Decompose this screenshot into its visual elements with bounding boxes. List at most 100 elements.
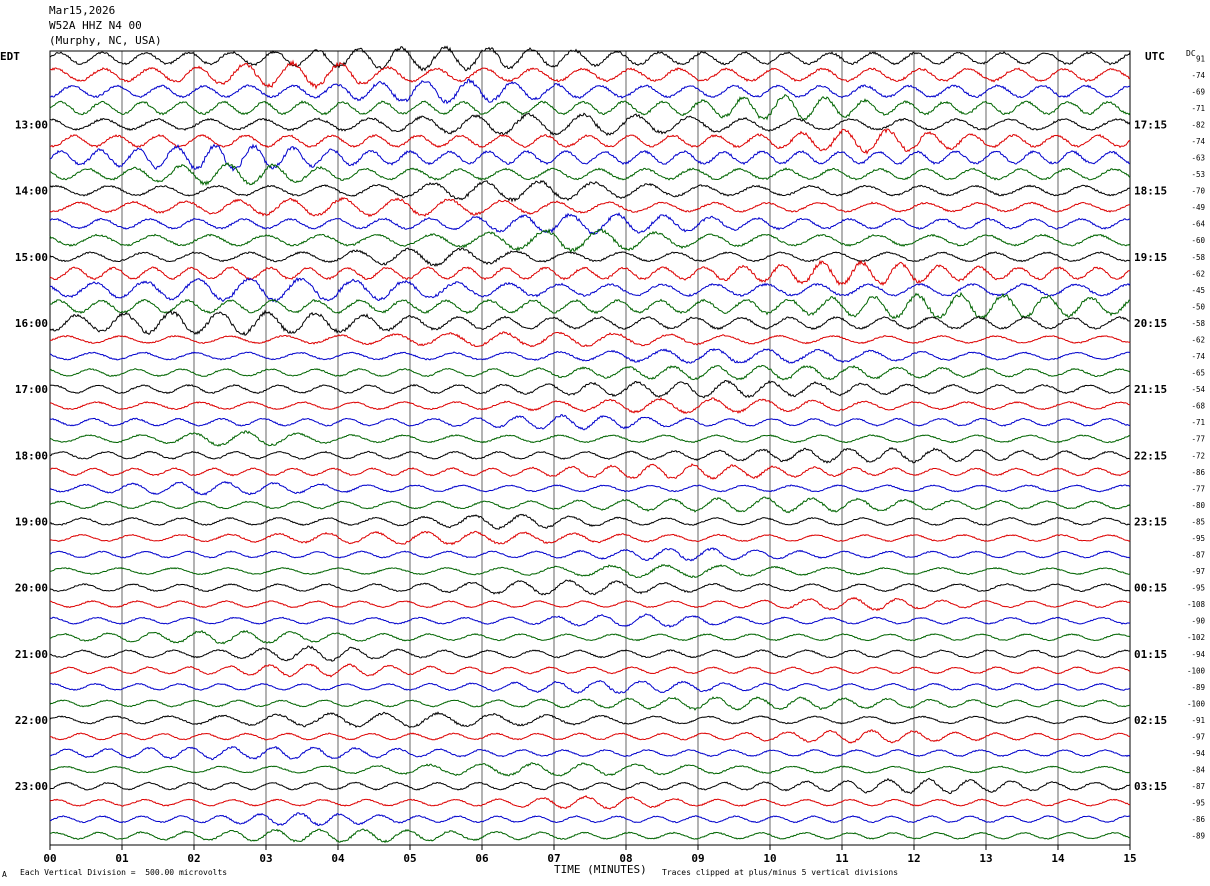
- right-hour-label: 01:15: [1134, 648, 1167, 661]
- plot-frame: [49, 50, 1131, 846]
- dc-offset-label: -82: [1191, 120, 1205, 129]
- dc-offset-label: -108: [1187, 600, 1206, 609]
- trace-row-21: [49, 380, 1131, 399]
- dc-offset-label: -54: [1191, 385, 1205, 394]
- trace-row-12: [49, 228, 1131, 253]
- dc-offset-label: -77: [1191, 484, 1205, 493]
- left-hour-label: 17:00: [15, 383, 48, 396]
- trace-row-16: [49, 291, 1131, 321]
- left-hour-label: 22:00: [15, 714, 48, 727]
- x-tick-label: 14: [1051, 852, 1065, 865]
- x-tick-label: 15: [1123, 852, 1136, 865]
- trace-row-39: [49, 680, 1131, 695]
- trace-row-43: [49, 745, 1131, 761]
- dc-offset-label: -72: [1191, 451, 1205, 460]
- dc-offset-label: -58: [1191, 253, 1205, 262]
- trace-row-36: [49, 629, 1131, 645]
- trace-row-48: [49, 828, 1131, 844]
- trace-group: [49, 45, 1131, 844]
- label-group: 00 01 02 03 04 05 06 07 08 09 10 11 12 13 14 15 91 -74 -69…: [15, 54, 1206, 865]
- trace-row-26: [49, 463, 1131, 480]
- trace-row-10: [49, 196, 1131, 218]
- x-tick-label: 10: [763, 852, 776, 865]
- dc-offset-label: -86: [1191, 468, 1205, 477]
- x-tick-label: 01: [115, 852, 129, 865]
- scale-note: Each Vertical Division = 500.00 microvol…: [20, 868, 228, 877]
- dc-offset-label: -63: [1191, 154, 1205, 163]
- dc-label: DC: [1186, 49, 1196, 58]
- left-hour-label: 15:00: [15, 251, 48, 264]
- left-hour-label: 18:00: [15, 449, 48, 462]
- right-hour-label: 22:15: [1134, 449, 1167, 462]
- dc-offset-label: -74: [1191, 352, 1205, 361]
- dc-offset-label: -53: [1191, 170, 1205, 179]
- trace-row-3: [49, 78, 1131, 105]
- x-tick-label: 00: [43, 852, 56, 865]
- trace-row-2: [49, 59, 1131, 90]
- trace-row-24: [49, 430, 1131, 447]
- dc-offset-label: -77: [1191, 435, 1205, 444]
- dc-offset-label: -87: [1191, 782, 1205, 791]
- trace-row-22: [49, 396, 1131, 415]
- clip-note: Traces clipped at plus/minus 5 vertical …: [662, 868, 899, 877]
- x-tick-label: 08: [619, 852, 632, 865]
- trace-row-9: [49, 179, 1131, 203]
- trace-row-33: [49, 579, 1131, 596]
- x-axis-title: TIME (MINUTES): [554, 863, 647, 876]
- trace-row-25: [49, 446, 1131, 464]
- trace-row-18: [49, 331, 1131, 348]
- x-tick-label: 04: [331, 852, 345, 865]
- dc-offset-label: -95: [1191, 799, 1205, 808]
- dc-offset-label: -71: [1191, 104, 1205, 113]
- dc-offset-label: -94: [1191, 650, 1205, 659]
- right-hour-label: 17:15: [1134, 118, 1167, 131]
- dc-offset-label: -100: [1187, 699, 1206, 708]
- dc-offset-label: -91: [1191, 716, 1205, 725]
- dc-offset-label: -58: [1191, 319, 1205, 328]
- trace-row-34: [50, 596, 1131, 612]
- dc-offset-label: -100: [1187, 666, 1206, 675]
- trace-row-23: [49, 414, 1131, 431]
- trace-row-45: [49, 777, 1131, 795]
- dc-offset-label: -71: [1191, 418, 1205, 427]
- right-hour-label: 19:15: [1134, 251, 1167, 264]
- left-hour-label: 19:00: [15, 515, 48, 528]
- plot-grid: [49, 50, 1131, 850]
- header-station: W52A HHZ N4 00: [49, 19, 142, 32]
- dc-offset-label: -94: [1191, 749, 1205, 758]
- left-hour-label: 23:00: [15, 780, 48, 793]
- left-hour-label: 14:00: [15, 185, 48, 198]
- header-date: Mar15,2026: [49, 4, 116, 17]
- right-hour-label: 00:15: [1134, 582, 1167, 595]
- trace-row-8: [49, 162, 1131, 187]
- trace-row-38: [49, 663, 1131, 678]
- trace-row-5: [49, 112, 1131, 137]
- dc-offset-label: -87: [1191, 551, 1205, 560]
- dc-offset-label: -102: [1187, 633, 1205, 642]
- trace-row-41: [49, 711, 1131, 728]
- trace-row-7: [49, 143, 1130, 172]
- left-hour-label: 21:00: [15, 648, 48, 661]
- x-tick-label: 03: [259, 852, 272, 865]
- trace-row-42: [49, 729, 1131, 744]
- right-hour-label: 21:15: [1134, 383, 1167, 396]
- left-hour-label: 20:00: [15, 582, 48, 595]
- dc-offset-label: -68: [1191, 402, 1205, 411]
- trace-row-14: [49, 259, 1131, 287]
- right-hour-label: 18:15: [1134, 185, 1167, 198]
- dc-offset-label: -95: [1191, 584, 1205, 593]
- dc-offset-label: -69: [1191, 87, 1205, 96]
- trace-row-32: [49, 563, 1131, 579]
- trace-row-11: [49, 212, 1131, 235]
- dc-offset-label: -64: [1191, 220, 1205, 229]
- x-tick-label: 09: [691, 852, 704, 865]
- header-location: (Murphy, NC, USA): [49, 34, 162, 47]
- x-tick-label: 02: [187, 852, 200, 865]
- trace-row-17: [49, 309, 1131, 336]
- trace-row-1: [49, 45, 1131, 72]
- trace-row-15: [49, 277, 1131, 304]
- dc-offset-label: -45: [1191, 286, 1205, 295]
- dc-offset-label: -89: [1191, 683, 1205, 692]
- x-tick-label: 11: [835, 852, 849, 865]
